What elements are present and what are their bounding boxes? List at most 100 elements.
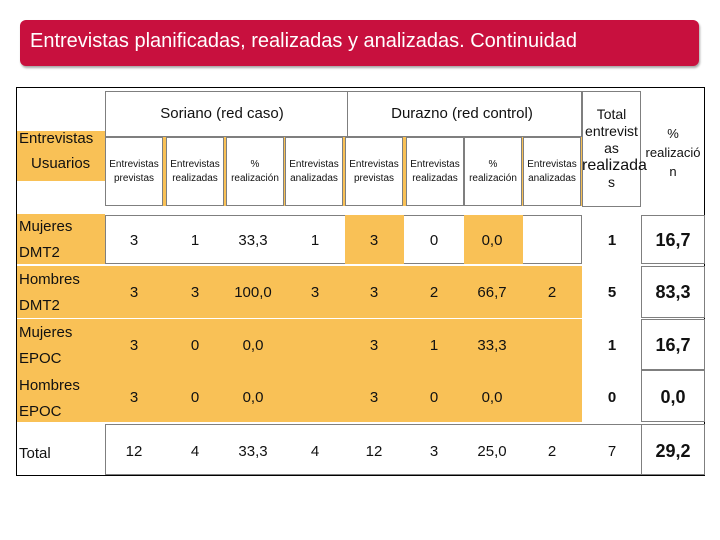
row3-pct-bg (641, 319, 705, 370)
cell-r4-c5: 3 (369, 389, 379, 406)
cell-r1-c4: 1 (310, 232, 320, 249)
col-header-7-line-2: realización (469, 173, 517, 184)
cell-r4-c2: 0 (190, 389, 200, 406)
col-header-4-line-1: Entrevistas (289, 159, 339, 170)
row3-label-line-1: Mujeres (19, 324, 73, 341)
cell-r4-pct: 0,0 (660, 387, 686, 407)
row5-label-line-1: Total (19, 445, 51, 462)
cell-r4-c3: 0,0 (242, 389, 264, 406)
row3-label: Mujeres EPOC (19, 320, 109, 372)
cell-r5-c3: 33,3 (238, 443, 268, 460)
total-header-line-1: Total (596, 106, 627, 122)
cell-r2-c4: 3 (310, 284, 320, 301)
row1-label-bg (17, 214, 105, 264)
corner-label-1: Entrevistas (19, 130, 94, 147)
col-header-8-line-1: Entrevistas (527, 159, 577, 170)
col-header-8: Entrevistas analizadas (523, 158, 581, 186)
cell-r2-c5: 3 (369, 284, 379, 301)
col-box-8 (523, 137, 581, 206)
row4-label-bg (17, 370, 105, 422)
total-header-line-5: s (608, 174, 615, 190)
cell-r5-total: 7 (607, 443, 617, 460)
cell-r1-c7: 0,0 (481, 232, 503, 249)
cell-r4-c1: 3 (129, 389, 139, 406)
row2-label-line-1: Hombres (19, 271, 80, 288)
col-header-5: Entrevistas previstas (345, 158, 403, 186)
cell-r3-c3: 0,0 (242, 337, 264, 354)
cell-r3-c6: 1 (429, 337, 439, 354)
row1-label-line-2: DMT2 (19, 244, 60, 261)
col-box-2 (166, 137, 224, 206)
row5-pct-bg (641, 424, 705, 475)
row3-label-bg (17, 319, 105, 370)
cell-r4-c7: 0,0 (481, 389, 503, 406)
cell-r3-c2: 0 (190, 337, 200, 354)
cell-r2-c7: 66,7 (477, 284, 507, 301)
group-header-soriano: Soriano (red caso) (160, 105, 284, 122)
cell-r2-c2: 3 (190, 284, 200, 301)
col-header-5-line-2: previstas (353, 173, 394, 184)
total-header-line-4: realizada (582, 157, 647, 174)
header-box-durazno (347, 91, 582, 137)
cell-r1-c6: 0 (429, 232, 439, 249)
col-header-3-line-2: realización (231, 173, 279, 184)
cell-r5-c4: 4 (310, 443, 320, 460)
pct-header-line-2: realizació (645, 145, 701, 160)
row2-label-line-2: DMT2 (19, 297, 60, 314)
row2-label-bg (17, 266, 105, 318)
row5-label: Total (19, 441, 109, 467)
row4-pct-bg (641, 370, 705, 422)
col-header-1-line-1: Entrevistas (109, 159, 159, 170)
header-box-total (582, 91, 641, 207)
row4-label-line-1: Hombres (19, 377, 80, 394)
cell-r2-pct: 83,3 (655, 282, 691, 302)
col-box-3 (226, 137, 284, 206)
cell-r2-c1: 3 (129, 284, 139, 301)
cell-r1-c2: 1 (190, 232, 200, 249)
pct-header-line-3: n (669, 164, 677, 179)
cell-r5-c2: 4 (190, 443, 200, 460)
col-header-3-line-1: % (250, 159, 260, 170)
cell-r4-c6: 0 (429, 389, 439, 406)
cell-r1-total: 1 (607, 232, 617, 249)
page-title: Entrevistas planificadas, realizadas y a… (30, 30, 577, 52)
col-header-2: Entrevistas realizadas (166, 158, 224, 186)
pct-header: % realizació n (641, 124, 705, 181)
cell-r1-c5: 3 (369, 232, 379, 249)
row3-bg (105, 319, 582, 370)
title-banner: Entrevistas planificadas, realizadas y a… (20, 20, 699, 66)
row1-orange-1 (345, 215, 404, 264)
cell-r2-c8: 2 (547, 284, 557, 301)
cell-r1-c3: 33,3 (238, 232, 268, 249)
cell-r5-c5: 12 (365, 443, 383, 460)
col-header-7: % realización (464, 158, 522, 186)
corner-label-2: Usuarios (31, 155, 91, 172)
cell-r3-pct: 16,7 (655, 335, 691, 355)
header-box-soriano (105, 91, 363, 137)
row1-label-line-1: Mujeres (19, 218, 73, 235)
cell-r3-total: 1 (607, 337, 617, 354)
col-header-8-line-2: analizadas (528, 173, 576, 184)
col-header-4-line-2: analizadas (290, 173, 338, 184)
row5-bg (105, 424, 642, 475)
row4-label-line-2: EPOC (19, 403, 62, 420)
total-header-line-3: as (604, 140, 619, 156)
total-header-line-2: entrevist (585, 123, 638, 139)
col-header-1-line-2: previstas (113, 173, 154, 184)
data-table: Entrevistas Usuarios Soriano (red caso) … (16, 87, 705, 476)
cell-r4-total: 0 (607, 389, 617, 406)
cell-r5-c8: 2 (547, 443, 557, 460)
col-box-7 (464, 137, 522, 206)
row4-bg (105, 370, 582, 422)
col-header-6-line-1: Entrevistas (410, 159, 460, 170)
cell-r2-c3: 100,0 (234, 284, 272, 301)
col-box-4 (285, 137, 343, 206)
cell-r3-c5: 3 (369, 337, 379, 354)
cell-r5-c1: 12 (125, 443, 143, 460)
row1-orange-2 (464, 215, 523, 264)
col-header-1: Entrevistas previstas (105, 158, 163, 186)
row3-label-line-2: EPOC (19, 350, 62, 367)
row2-label: Hombres DMT2 (19, 267, 109, 319)
cell-r2-c6: 2 (429, 284, 439, 301)
pct-header-line-1: % (667, 126, 679, 141)
